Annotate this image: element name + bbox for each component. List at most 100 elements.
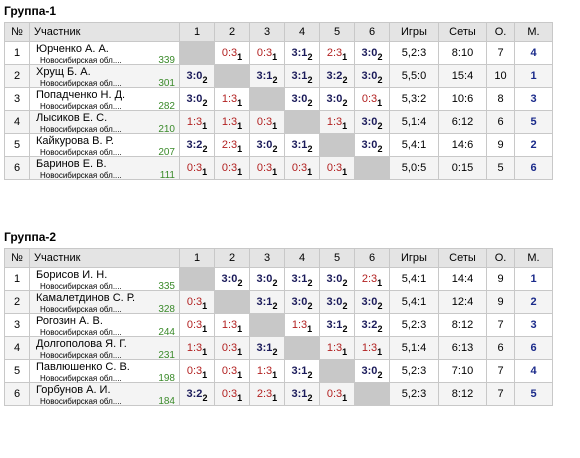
- match-score-cell[interactable]: 0:31: [179, 313, 215, 337]
- match-score-cell[interactable]: 3:12: [249, 290, 285, 314]
- match-score-cell[interactable]: 2:31: [214, 133, 250, 157]
- participant-cell: Юрченко А. А. Новосибирская обл.... 339: [29, 41, 180, 66]
- games-cell: 5,2:3: [389, 359, 439, 383]
- match-points: 1: [342, 167, 348, 177]
- participant-cell: Камалетдинов С. Р. Новосибирская обл.... 3…: [29, 290, 180, 315]
- match-score-cell[interactable]: 1:31: [319, 336, 355, 360]
- participant-name[interactable]: Борисов И. Н.: [36, 269, 108, 281]
- participant-name[interactable]: Долгополова Я. Г.: [36, 338, 127, 350]
- table-row: 5 Кайкурова В. Р. Новосибирская обл.... 207…: [4, 133, 553, 158]
- match-score: 0:3: [326, 162, 343, 174]
- games-cell: 5,2:3: [389, 41, 439, 65]
- match-score-cell[interactable]: 1:31: [284, 313, 320, 337]
- match-score-cell[interactable]: 3:02: [179, 64, 215, 88]
- place-cell: 2: [514, 290, 553, 314]
- participant-name[interactable]: Попадченко Н. Д.: [36, 89, 126, 101]
- match-score-cell[interactable]: 0:31: [284, 156, 320, 180]
- participant-rating: 207: [158, 147, 175, 158]
- match-score-cell[interactable]: 3:02: [249, 133, 285, 157]
- match-score-cell[interactable]: 3:02: [319, 87, 355, 111]
- match-score-cell[interactable]: 2:31: [354, 267, 390, 291]
- match-points: 2: [377, 144, 383, 154]
- match-score-cell[interactable]: 3:12: [284, 64, 320, 88]
- match-score-cell[interactable]: 3:02: [179, 87, 215, 111]
- match-score-cell[interactable]: 0:31: [249, 41, 285, 65]
- participant-rating: 244: [158, 327, 175, 338]
- match-score-cell[interactable]: 0:31: [354, 87, 390, 111]
- match-score-cell[interactable]: 3:12: [284, 133, 320, 157]
- match-score-cell[interactable]: 0:31: [319, 156, 355, 180]
- self-match-cell: [354, 382, 390, 406]
- match-score-cell[interactable]: 3:02: [354, 41, 390, 65]
- match-score-cell[interactable]: 1:31: [214, 313, 250, 337]
- match-score-cell[interactable]: 3:02: [354, 359, 390, 383]
- match-score: 3:2: [186, 388, 203, 400]
- self-match-cell: [284, 336, 320, 360]
- match-score-cell[interactable]: 0:31: [214, 41, 250, 65]
- match-score-cell[interactable]: 3:02: [319, 267, 355, 291]
- match-score-cell[interactable]: 3:02: [214, 267, 250, 291]
- match-score-cell[interactable]: 3:02: [354, 290, 390, 314]
- match-score: 1:3: [221, 116, 238, 128]
- match-score-cell[interactable]: 3:22: [179, 382, 215, 406]
- match-score-cell[interactable]: 3:02: [249, 267, 285, 291]
- games-cell: 5,1:4: [389, 336, 439, 360]
- row-number: 6: [4, 382, 30, 406]
- match-score-cell[interactable]: 3:02: [354, 110, 390, 134]
- participant-name[interactable]: Баринов Е. В.: [36, 158, 107, 170]
- match-score-cell[interactable]: 3:12: [284, 41, 320, 65]
- match-score-cell[interactable]: 3:02: [284, 290, 320, 314]
- match-score: 1:3: [326, 342, 343, 354]
- match-score-cell[interactable]: 1:31: [249, 359, 285, 383]
- match-points: 2: [307, 144, 313, 154]
- match-score-cell[interactable]: 1:31: [179, 336, 215, 360]
- match-score-cell[interactable]: 0:31: [214, 382, 250, 406]
- participant-name[interactable]: Хрущ Б. А.: [36, 66, 91, 78]
- match-points: 2: [307, 52, 313, 62]
- match-score-cell[interactable]: 3:12: [284, 359, 320, 383]
- participant-region: Новосибирская обл....: [40, 102, 122, 111]
- match-score-cell[interactable]: 0:31: [179, 156, 215, 180]
- participant-name[interactable]: Павлюшенко С. В.: [36, 361, 130, 373]
- header-sets: Сеты: [438, 248, 487, 268]
- participant-name[interactable]: Камалетдинов С. Р.: [36, 292, 136, 304]
- match-score-cell[interactable]: 3:22: [354, 313, 390, 337]
- match-score-cell[interactable]: 0:31: [214, 156, 250, 180]
- match-points: 2: [307, 278, 313, 288]
- match-score-cell[interactable]: 3:22: [319, 64, 355, 88]
- participant-name[interactable]: Горбунов А. И.: [36, 384, 111, 396]
- match-points: 2: [237, 278, 243, 288]
- match-score-cell[interactable]: 0:31: [214, 359, 250, 383]
- match-score-cell[interactable]: 0:31: [249, 156, 285, 180]
- match-score-cell[interactable]: 2:31: [319, 41, 355, 65]
- participant-name[interactable]: Юрченко А. А.: [36, 43, 109, 55]
- match-score-cell[interactable]: 0:31: [249, 110, 285, 134]
- match-score-cell[interactable]: 3:12: [249, 64, 285, 88]
- match-score-cell[interactable]: 0:31: [179, 290, 215, 314]
- table-row: 5 Павлюшенко С. В. Новосибирская обл.... 19…: [4, 359, 553, 384]
- participant-name[interactable]: Лысиков Е. С.: [36, 112, 108, 124]
- match-score-cell[interactable]: 1:31: [179, 110, 215, 134]
- match-score-cell[interactable]: 0:31: [319, 382, 355, 406]
- match-score-cell[interactable]: 2:31: [249, 382, 285, 406]
- match-score-cell[interactable]: 3:12: [249, 336, 285, 360]
- match-score-cell[interactable]: 3:12: [284, 382, 320, 406]
- match-score-cell[interactable]: 3:12: [284, 267, 320, 291]
- participant-name[interactable]: Рогозин А. В.: [36, 315, 103, 327]
- match-score-cell[interactable]: 1:31: [354, 336, 390, 360]
- match-score-cell[interactable]: 3:02: [319, 290, 355, 314]
- match-score: 0:3: [256, 116, 273, 128]
- match-score-cell[interactable]: 3:02: [284, 87, 320, 111]
- match-score-cell[interactable]: 0:31: [214, 336, 250, 360]
- match-score-cell[interactable]: 3:12: [319, 313, 355, 337]
- header-sets: Сеты: [438, 22, 487, 42]
- match-score-cell[interactable]: 1:31: [214, 87, 250, 111]
- match-score-cell[interactable]: 1:31: [319, 110, 355, 134]
- points-cell: 9: [486, 290, 515, 314]
- match-score-cell[interactable]: 1:31: [214, 110, 250, 134]
- match-score-cell[interactable]: 3:02: [354, 64, 390, 88]
- participant-name[interactable]: Кайкурова В. Р.: [36, 135, 114, 147]
- match-score-cell[interactable]: 3:02: [354, 133, 390, 157]
- match-score-cell[interactable]: 0:31: [179, 359, 215, 383]
- match-score-cell[interactable]: 3:22: [179, 133, 215, 157]
